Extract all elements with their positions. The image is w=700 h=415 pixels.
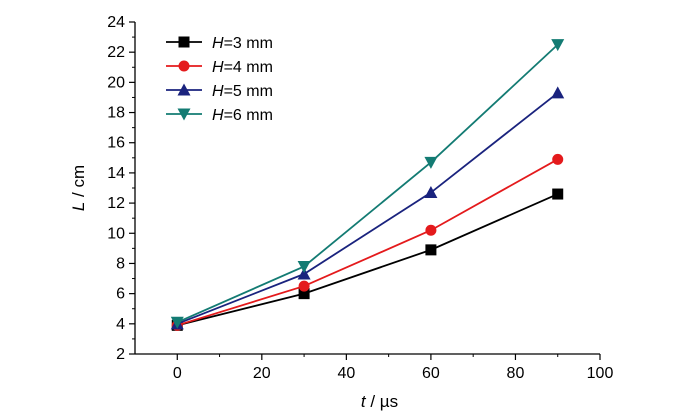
x-tick-label: 60 (422, 365, 440, 382)
data-point (552, 188, 564, 200)
y-tick-label: 2 (116, 346, 125, 363)
series-layer (170, 39, 565, 331)
series-line (177, 158, 559, 327)
legend-label: H=3 mm (212, 35, 273, 52)
x-tick-label: 100 (587, 365, 614, 382)
x-tick-label: 20 (253, 365, 271, 382)
legend-entry-1: H=3 mm (166, 35, 273, 52)
y-axis-symbol: L (69, 202, 88, 211)
series-line (176, 43, 559, 324)
y-tick-label: 22 (107, 44, 125, 61)
data-point (425, 244, 437, 256)
series-4 (170, 39, 565, 329)
y-tick-label: 12 (107, 195, 125, 212)
y-tick-label: 14 (107, 165, 125, 182)
legend-entry-3: H=5 mm (166, 83, 273, 100)
x-axis-symbol: t (361, 392, 367, 411)
data-point (298, 280, 310, 292)
series-line (177, 193, 559, 327)
y-tick-label: 18 (107, 105, 125, 122)
data-point (298, 288, 310, 300)
y-tick-label: 16 (107, 135, 125, 152)
legend-label: H=4 mm (212, 59, 273, 76)
legend-entry-2: H=4 mm (166, 59, 273, 76)
data-point (551, 86, 565, 99)
y-tick-label: 8 (116, 255, 125, 272)
legend: H=3 mm H=4 mm H=5 mm H=6 mm (166, 35, 273, 124)
legend-label: H=5 mm (212, 83, 273, 100)
x-axis-unit: / µs (366, 392, 398, 411)
data-point (424, 186, 438, 199)
y-axis-unit: / cm (69, 165, 88, 202)
data-point (297, 260, 311, 273)
series-2 (171, 153, 564, 331)
x-axis-title: t / µs (361, 392, 398, 411)
x-tick-label: 80 (507, 365, 525, 382)
y-tick-label: 24 (107, 14, 125, 31)
series-3 (170, 86, 565, 330)
y-tick-label: 20 (107, 74, 125, 91)
data-point (551, 39, 565, 52)
y-tick-label: 4 (116, 316, 125, 333)
y-tick-label: 6 (116, 286, 125, 303)
legend-marker (178, 60, 190, 72)
legend-marker (177, 108, 191, 121)
data-point (425, 224, 437, 236)
x-tick-label: 0 (173, 365, 182, 382)
series-line (176, 92, 559, 325)
legend-entry-4: H=6 mm (166, 107, 273, 124)
legend-marker (178, 36, 190, 48)
data-point (170, 316, 184, 329)
x-tick-label: 40 (337, 365, 355, 382)
data-point (424, 156, 438, 169)
data-point (297, 267, 311, 280)
data-point (552, 153, 564, 165)
legend-label: H=6 mm (212, 107, 273, 124)
y-tick-label: 10 (107, 225, 125, 242)
legend-marker (177, 83, 191, 96)
y-axis-title: L / cm (69, 165, 88, 211)
